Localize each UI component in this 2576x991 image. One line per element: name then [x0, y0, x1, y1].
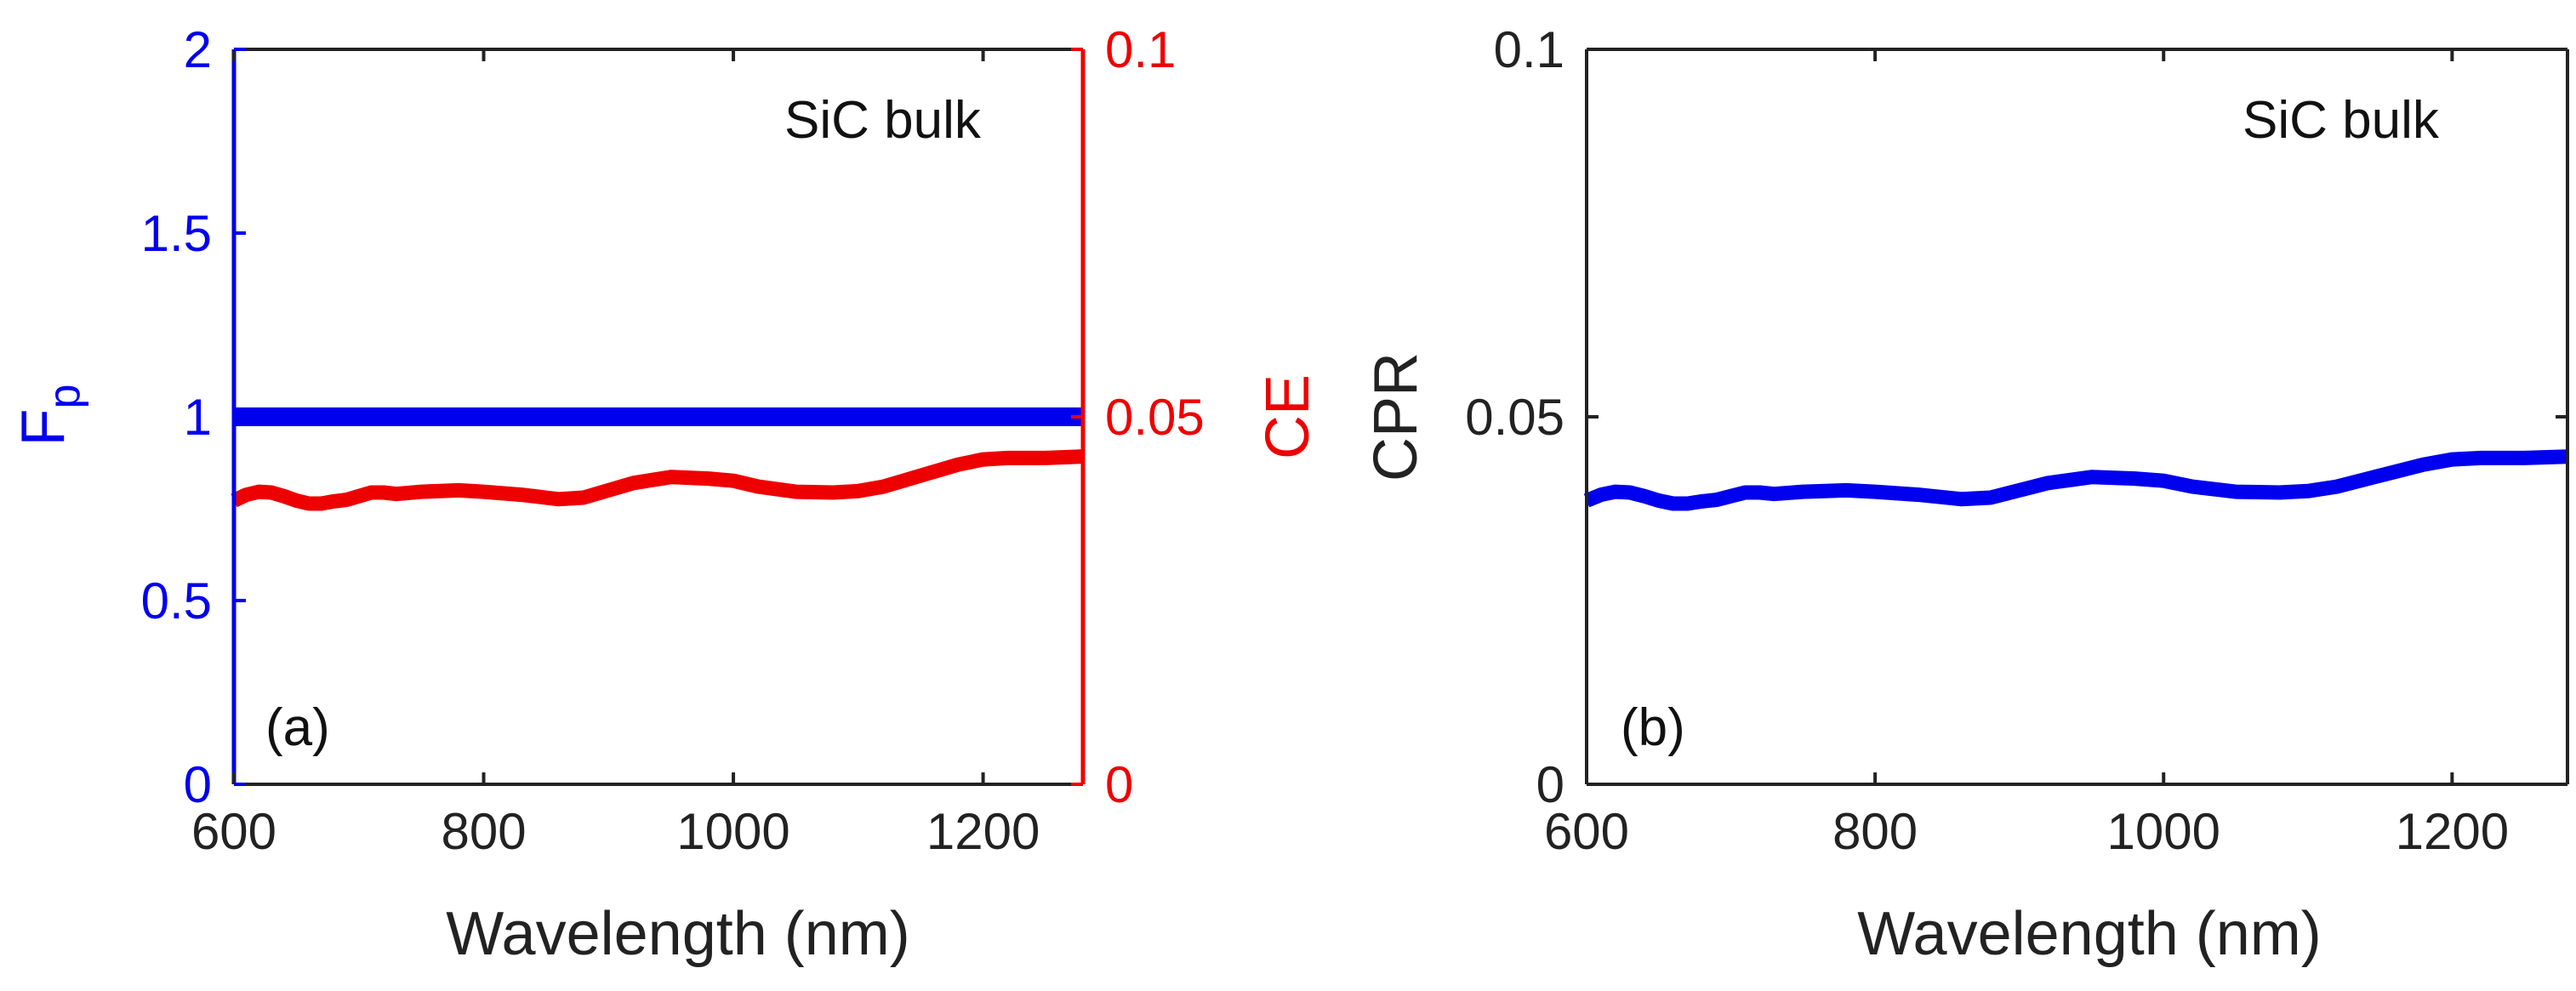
panel-b-plot-area — [1583, 449, 2568, 511]
panel-a-right-y-tick-label: 0.05 — [1105, 389, 1205, 446]
panel-a-left-y-tick-label: 1 — [184, 389, 212, 446]
panel-b-x-axis-label: Wavelength (nm) — [1857, 900, 2322, 968]
panel-b-label: (b) — [1621, 698, 1685, 757]
panel-a-right-y-tick-label: 0 — [1105, 756, 1133, 813]
panel-b-ticks: 600 800 1000 1200 0 0.05 0.1 — [1465, 21, 2567, 860]
panel-a-x-tick-label: 800 — [441, 803, 526, 860]
ce-series-line — [231, 449, 1084, 511]
panel-a-x-tick-label: 600 — [191, 803, 276, 860]
panel-a-plot-area — [231, 407, 1084, 511]
panel-a-x-tick-label: 1200 — [926, 803, 1040, 860]
cpr-series-line — [1583, 449, 2568, 511]
fp-main: F — [9, 408, 77, 446]
panel-a-left-y-tick-label: 2 — [184, 21, 212, 78]
chart-panel-a: 600 800 1000 1200 0 0.5 1 1.5 2 0 0.05 0.1 SiC bulk… — [9, 21, 1322, 968]
panel-b-x-tick-label: 1200 — [2396, 803, 2509, 860]
panel-b-x-tick-label: 800 — [1832, 803, 1918, 860]
panel-b-annotation: SiC bulk — [2243, 91, 2440, 150]
panel-b-y-axis-label: CPR — [1362, 352, 1430, 481]
panel-a-label: (a) — [265, 698, 330, 757]
panel-b-x-tick-label: 600 — [1544, 803, 1629, 860]
panel-a-x-axis-label: Wavelength (nm) — [446, 900, 910, 968]
panel-a-right-y-tick-label: 0.1 — [1105, 21, 1176, 78]
panel-a-left-y-axis-label: Fp — [9, 384, 89, 447]
panel-a-ticks: 600 800 1000 1200 0 0.5 1 1.5 2 0 0.05 0.1 — [141, 21, 1205, 860]
panel-b-y-tick-label: 0.1 — [1494, 21, 1564, 78]
panel-a-right-y-axis-label: CE — [1254, 374, 1322, 459]
panel-a-left-y-tick-label: 0 — [184, 756, 212, 813]
panel-a-left-y-axis-title: Fp — [9, 384, 89, 447]
panel-a-left-y-tick-label: 1.5 — [141, 205, 212, 262]
fp-subscript: p — [40, 384, 89, 409]
panel-b-x-tick-label: 1000 — [2106, 803, 2220, 860]
panel-b-y-tick-label: 0.05 — [1465, 389, 1564, 446]
panel-a-annotation: SiC bulk — [784, 91, 982, 150]
panel-b-y-tick-label: 0 — [1536, 756, 1564, 813]
chart-panel-b: 600 800 1000 1200 0 0.05 0.1 SiC bulk (b) Wave… — [1362, 21, 2569, 968]
panel-a-x-tick-label: 1000 — [676, 803, 789, 860]
panel-a-left-y-tick-label: 0.5 — [141, 572, 212, 629]
